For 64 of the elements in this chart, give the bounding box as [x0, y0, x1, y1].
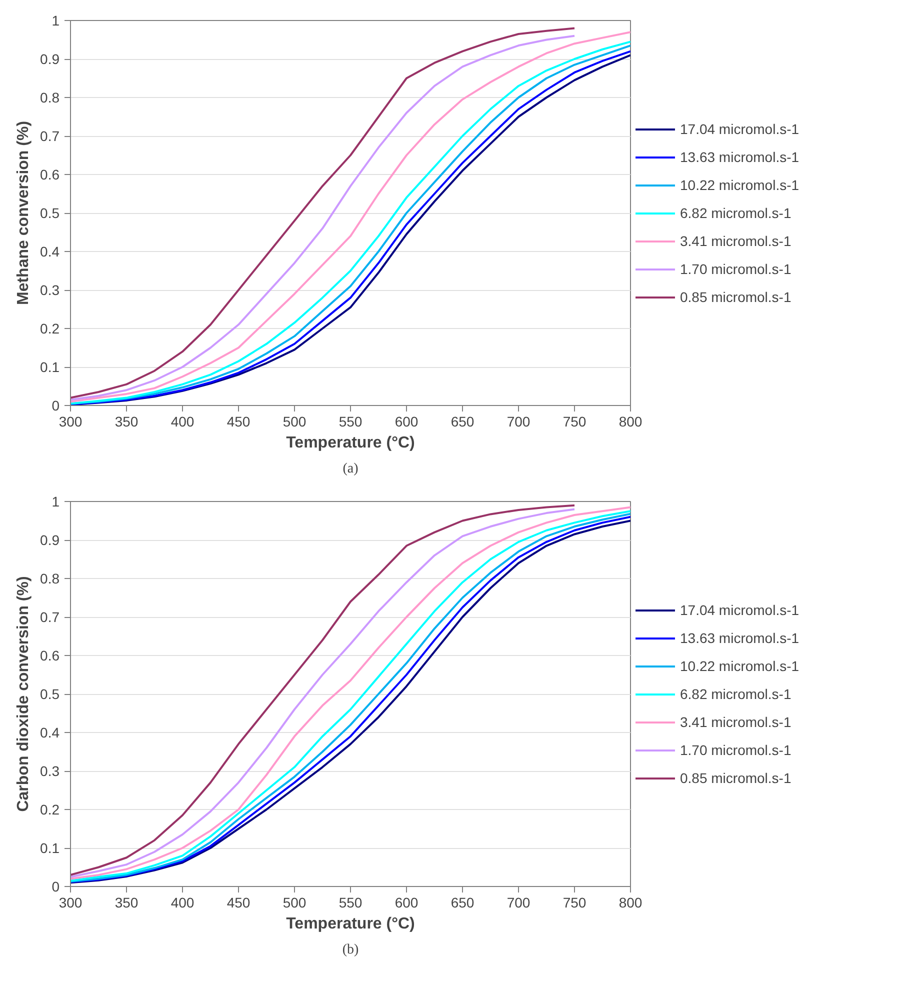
- y-axis-title: Carbon dioxide conversion (%): [15, 576, 32, 812]
- y-tick-label: 0.8: [40, 90, 60, 106]
- y-tick-label: 0.4: [40, 244, 60, 260]
- x-tick-label: 350: [114, 414, 138, 430]
- y-tick-label: 0.5: [40, 686, 60, 702]
- x-tick-label: 600: [394, 414, 418, 430]
- y-tick-label: 0.1: [40, 840, 60, 856]
- legend-label: 0.85 micromol.s-1: [680, 288, 792, 304]
- x-tick-label: 750: [562, 414, 586, 430]
- x-tick-label: 400: [170, 414, 194, 430]
- y-tick-label: 0: [52, 398, 60, 414]
- y-tick-label: 0.9: [40, 532, 60, 548]
- legend-label: 10.22 micromol.s-1: [680, 176, 800, 192]
- legend-label: 3.41 micromol.s-1: [680, 714, 792, 730]
- x-axis-title: Temperature (°C): [286, 434, 415, 452]
- text: (b): [342, 942, 359, 958]
- legend-label: 13.63 micromol.s-1: [680, 148, 800, 164]
- y-tick-label: 1: [52, 494, 60, 510]
- y-tick-label: 0.3: [40, 763, 60, 779]
- y-tick-label: 0.9: [40, 51, 60, 67]
- legend-label: 6.82 micromol.s-1: [680, 204, 792, 220]
- legend-label: 0.85 micromol.s-1: [680, 770, 792, 786]
- y-axis-title: Methane conversion (%): [15, 120, 32, 306]
- legend-label: 1.70 micromol.s-1: [680, 742, 792, 758]
- x-tick-label: 750: [562, 894, 586, 910]
- y-tick-label: 0.6: [40, 648, 60, 664]
- x-tick-label: 650: [450, 414, 474, 430]
- y-tick-label: 0.7: [40, 609, 60, 625]
- x-tick-label: 700: [506, 414, 530, 430]
- y-tick-label: 0.6: [40, 166, 60, 182]
- y-tick-label: 0.3: [40, 282, 60, 298]
- x-tick-label: 700: [506, 894, 530, 910]
- x-tick-label: 550: [338, 414, 362, 430]
- legend-label: 17.04 micromol.s-1: [680, 602, 800, 618]
- legend-label: 17.04 micromol.s-1: [680, 120, 800, 136]
- x-tick-label: 450: [226, 414, 250, 430]
- x-tick-label: 550: [338, 894, 362, 910]
- x-tick-label: 500: [282, 414, 306, 430]
- legend-label: 10.22 micromol.s-1: [680, 658, 800, 674]
- x-tick-label: 500: [282, 894, 306, 910]
- y-tick-label: 0.2: [40, 802, 60, 818]
- y-tick-label: 0.1: [40, 359, 60, 375]
- y-tick-label: 0.4: [40, 724, 60, 740]
- x-tick-label: 300: [58, 414, 82, 430]
- legend-label: 13.63 micromol.s-1: [680, 630, 800, 646]
- y-tick-label: 0.8: [40, 570, 60, 586]
- x-tick-label: 300: [58, 894, 82, 910]
- x-tick-label: 800: [618, 894, 642, 910]
- legend-label: 6.82 micromol.s-1: [680, 686, 792, 702]
- legend-label: 3.41 micromol.s-1: [680, 232, 792, 248]
- y-tick-label: 0.5: [40, 205, 60, 221]
- x-tick-label: 650: [450, 894, 474, 910]
- y-tick-label: 0: [52, 878, 60, 894]
- text: (a): [342, 462, 359, 476]
- y-tick-label: 0.2: [40, 320, 60, 336]
- y-tick-label: 1: [52, 12, 60, 28]
- x-tick-label: 400: [170, 894, 194, 910]
- x-tick-label: 350: [114, 894, 138, 910]
- x-tick-label: 800: [618, 414, 642, 430]
- legend-label: 1.70 micromol.s-1: [680, 260, 792, 276]
- x-axis-title: Temperature (°C): [286, 916, 415, 932]
- x-tick-label: 450: [226, 894, 250, 910]
- y-tick-label: 0.7: [40, 128, 60, 144]
- x-tick-label: 600: [394, 894, 418, 910]
